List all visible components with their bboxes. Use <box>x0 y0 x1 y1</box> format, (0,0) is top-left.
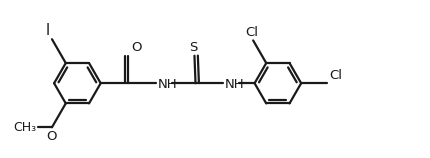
Text: Cl: Cl <box>246 26 258 39</box>
Text: S: S <box>189 41 198 54</box>
Text: O: O <box>47 130 57 143</box>
Text: NH: NH <box>224 78 244 91</box>
Text: NH: NH <box>157 78 177 91</box>
Text: CH₃: CH₃ <box>13 121 36 134</box>
Text: I: I <box>46 23 50 38</box>
Text: Cl: Cl <box>329 69 342 82</box>
Text: O: O <box>132 41 142 54</box>
